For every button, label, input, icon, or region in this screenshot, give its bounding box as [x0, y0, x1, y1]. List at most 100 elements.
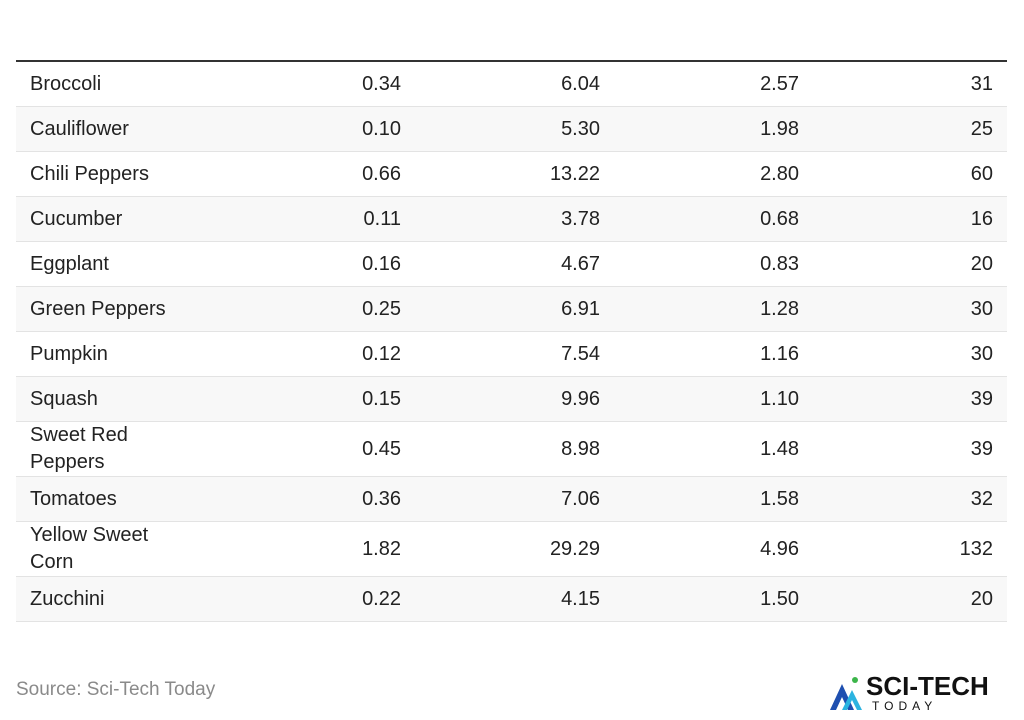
value-cell: 0.83 — [614, 241, 813, 287]
table-row: Cauliflower 0.10 5.30 1.98 25 — [16, 106, 1007, 152]
item-name: Chili Peppers — [30, 162, 149, 185]
item-name-cell: Squash — [16, 376, 231, 422]
value: 1.28 — [760, 297, 799, 320]
value: 60 — [970, 162, 993, 185]
value-cell: 5.30 — [415, 106, 614, 152]
value: 4.15 — [561, 587, 600, 610]
value-cell: 0.34 — [231, 61, 415, 107]
item-name: Eggplant — [30, 252, 109, 275]
value: 39 — [970, 387, 993, 410]
table-row: Chili Peppers 0.66 13.22 2.80 60 — [16, 151, 1007, 197]
value: 0.83 — [760, 252, 799, 275]
value-cell: 0.45 — [231, 421, 415, 477]
value-cell: 1.16 — [614, 331, 813, 377]
value: 3.78 — [561, 207, 600, 230]
value: 30 — [970, 342, 993, 365]
item-name-cell: Cucumber — [16, 196, 231, 242]
value: 39 — [970, 437, 993, 460]
value: 25 — [970, 117, 993, 140]
value: 0.25 — [362, 297, 401, 320]
table-body: Broccoli 0.34 6.04 2.57 31 Cauliflower 0.10 5.3… — [16, 61, 1007, 622]
value-cell: 0.12 — [231, 331, 415, 377]
value-cell: 1.82 — [231, 521, 415, 577]
value: 2.57 — [760, 72, 799, 95]
value-cell: 6.91 — [415, 286, 614, 332]
value-cell: 9.96 — [415, 376, 614, 422]
item-name-cell: Green Peppers — [16, 286, 231, 332]
value: 0.16 — [362, 252, 401, 275]
value-cell: 3.78 — [415, 196, 614, 242]
logo-icon — [852, 677, 858, 683]
value-cell: 20 — [813, 241, 1007, 287]
value-cell: 1.98 — [614, 106, 813, 152]
value-cell: 1.10 — [614, 376, 813, 422]
value-cell: 0.66 — [231, 151, 415, 197]
item-name: Squash — [30, 387, 98, 410]
table-row: Zucchini 0.22 4.15 1.50 20 — [16, 576, 1007, 622]
value-cell: 0.16 — [231, 241, 415, 287]
value-cell: 0.22 — [231, 576, 415, 622]
item-name-cell: Sweet Red Peppers — [16, 421, 231, 477]
table-row: Cucumber 0.11 3.78 0.68 16 — [16, 196, 1007, 242]
value-cell: 132 — [813, 521, 1007, 577]
value-cell: 20 — [813, 576, 1007, 622]
value: 0.11 — [363, 207, 401, 230]
value: 0.22 — [362, 587, 401, 610]
value: 0.12 — [362, 342, 401, 365]
value-cell: 30 — [813, 331, 1007, 377]
value-cell: 0.10 — [231, 106, 415, 152]
value-cell: 1.50 — [614, 576, 813, 622]
value: 6.91 — [561, 297, 600, 320]
item-name: Cauliflower — [30, 117, 129, 140]
value: 7.54 — [561, 342, 600, 365]
value: 6.04 — [561, 72, 600, 95]
value: 0.15 — [362, 387, 401, 410]
value: 0.10 — [362, 117, 401, 140]
value-cell: 39 — [813, 376, 1007, 422]
value: 1.58 — [760, 487, 799, 510]
value-cell: 1.28 — [614, 286, 813, 332]
value: 8.98 — [561, 437, 600, 460]
value-cell: 29.29 — [415, 521, 614, 577]
value-cell: 13.22 — [415, 151, 614, 197]
value-cell: 4.15 — [415, 576, 614, 622]
value-cell: 7.06 — [415, 476, 614, 522]
value: 30 — [970, 297, 993, 320]
value-cell: 6.04 — [415, 61, 614, 107]
value-cell: 1.48 — [614, 421, 813, 477]
value: 0.45 — [362, 437, 401, 460]
value-cell: 0.36 — [231, 476, 415, 522]
value: 31 — [970, 72, 993, 95]
value-cell: 0.11 — [231, 196, 415, 242]
value: 4.67 — [561, 252, 600, 275]
table-row: Pumpkin 0.12 7.54 1.16 30 — [16, 331, 1007, 377]
value: 16 — [970, 207, 993, 230]
value-cell: 60 — [813, 151, 1007, 197]
value-cell: 4.96 — [614, 521, 813, 577]
value: 0.34 — [362, 72, 401, 95]
value: 0.66 — [362, 162, 401, 185]
table-row: Green Peppers 0.25 6.91 1.28 30 — [16, 286, 1007, 332]
value: 0.36 — [362, 487, 401, 510]
table-row: Broccoli 0.34 6.04 2.57 31 — [16, 61, 1007, 107]
item-name: Green Peppers — [30, 297, 166, 320]
value-cell: 39 — [813, 421, 1007, 477]
item-name-cell: Yellow Sweet Corn — [16, 521, 231, 577]
value: 7.06 — [561, 487, 600, 510]
value: 5.30 — [561, 117, 600, 140]
value: 13.22 — [549, 162, 600, 185]
value-cell: 0.15 — [231, 376, 415, 422]
logo-title: SCI-TECH — [866, 671, 989, 701]
value: 0.68 — [760, 207, 799, 230]
value: 32 — [970, 487, 993, 510]
source-note: Source: Sci-Tech Today — [16, 679, 216, 700]
item-name-cell: Chili Peppers — [16, 151, 231, 197]
value-cell: 31 — [813, 61, 1007, 107]
item-name-cell: Cauliflower — [16, 106, 231, 152]
value-cell: 0.25 — [231, 286, 415, 332]
item-name: Pumpkin — [30, 342, 108, 365]
value: 1.16 — [760, 342, 799, 365]
item-name-cell: Zucchini — [16, 576, 231, 622]
table-row: Sweet Red Peppers 0.45 8.98 1.48 39 — [16, 421, 1007, 477]
